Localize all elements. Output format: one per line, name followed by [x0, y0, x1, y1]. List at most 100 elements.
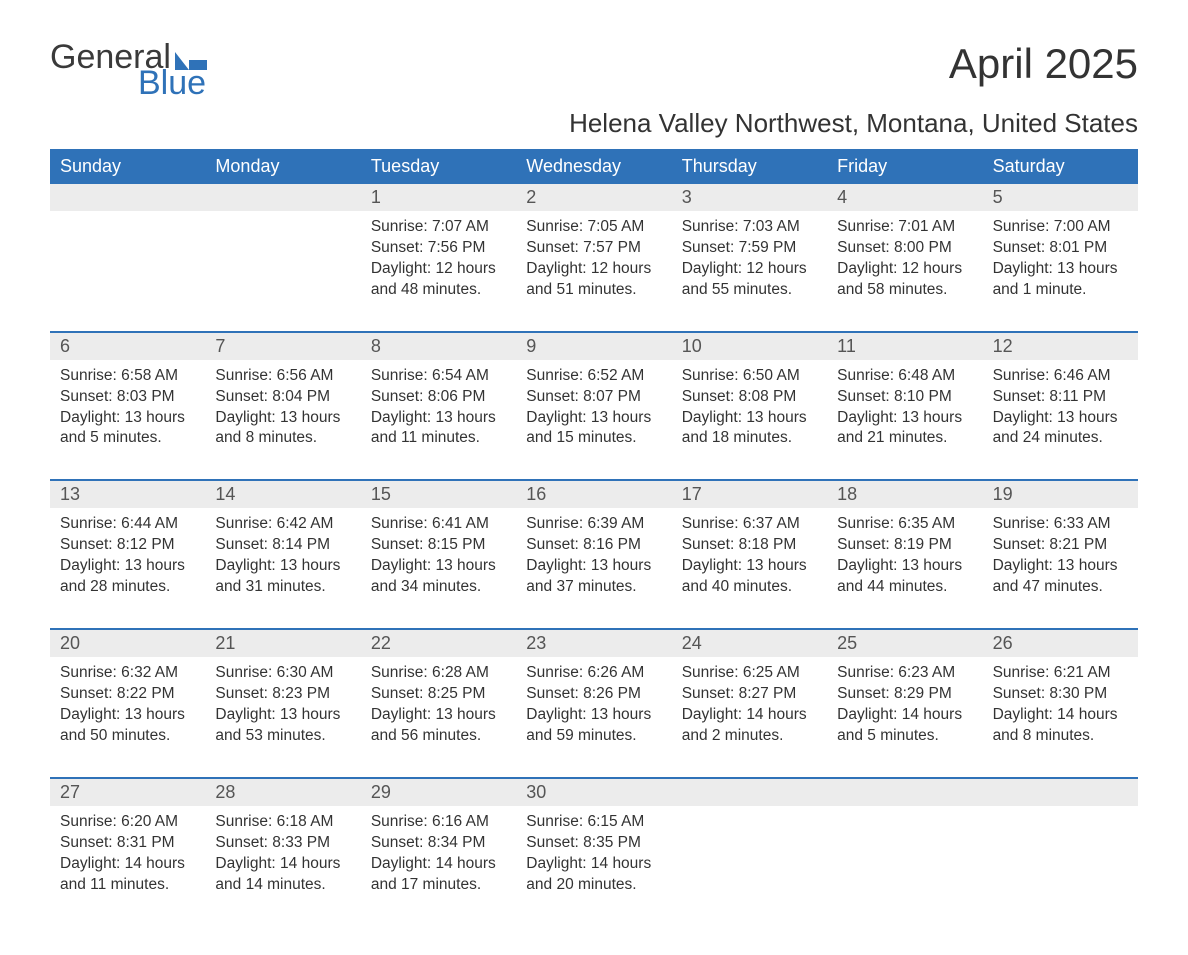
daylight-text: and 8 minutes.: [215, 428, 350, 449]
daylight-text: and 44 minutes.: [837, 577, 972, 598]
sunrise-text: Sunrise: 6:42 AM: [215, 514, 350, 535]
daylight-text: and 55 minutes.: [682, 280, 817, 301]
sunset-text: Sunset: 7:56 PM: [371, 238, 506, 259]
sunrise-text: Sunrise: 7:00 AM: [993, 217, 1128, 238]
sunrise-text: Sunrise: 6:25 AM: [682, 663, 817, 684]
day-cell: Sunrise: 6:28 AMSunset: 8:25 PMDaylight:…: [361, 657, 516, 767]
day-cell: [983, 806, 1138, 916]
day-number: 24: [672, 630, 827, 657]
sunset-text: Sunset: 8:33 PM: [215, 833, 350, 854]
sunrise-text: Sunrise: 6:52 AM: [526, 366, 661, 387]
weekday-header: Tuesday: [361, 149, 516, 184]
daylight-text: Daylight: 12 hours: [371, 259, 506, 280]
day-cell: Sunrise: 6:42 AMSunset: 8:14 PMDaylight:…: [205, 508, 360, 618]
weekday-header-row: SundayMondayTuesdayWednesdayThursdayFrid…: [50, 149, 1138, 184]
sunrise-text: Sunrise: 6:28 AM: [371, 663, 506, 684]
daylight-text: Daylight: 14 hours: [60, 854, 195, 875]
day-cell: Sunrise: 6:50 AMSunset: 8:08 PMDaylight:…: [672, 360, 827, 470]
week-row: 12345Sunrise: 7:07 AMSunset: 7:56 PMDayl…: [50, 184, 1138, 321]
day-cell: Sunrise: 6:52 AMSunset: 8:07 PMDaylight:…: [516, 360, 671, 470]
logo-text-blue: Blue: [138, 66, 207, 100]
day-cell: Sunrise: 6:58 AMSunset: 8:03 PMDaylight:…: [50, 360, 205, 470]
day-cell: Sunrise: 6:37 AMSunset: 8:18 PMDaylight:…: [672, 508, 827, 618]
day-cell: Sunrise: 7:07 AMSunset: 7:56 PMDaylight:…: [361, 211, 516, 321]
day-number: 1: [361, 184, 516, 211]
daylight-text: and 59 minutes.: [526, 726, 661, 747]
day-cell: Sunrise: 6:48 AMSunset: 8:10 PMDaylight:…: [827, 360, 982, 470]
daylight-text: and 53 minutes.: [215, 726, 350, 747]
day-number: 5: [983, 184, 1138, 211]
day-number: [50, 184, 205, 211]
day-number: 13: [50, 481, 205, 508]
sunrise-text: Sunrise: 6:26 AM: [526, 663, 661, 684]
sunrise-text: Sunrise: 6:37 AM: [682, 514, 817, 535]
sunrise-text: Sunrise: 7:03 AM: [682, 217, 817, 238]
day-number: 23: [516, 630, 671, 657]
sunrise-text: Sunrise: 6:56 AM: [215, 366, 350, 387]
sunset-text: Sunset: 8:18 PM: [682, 535, 817, 556]
sunset-text: Sunset: 8:26 PM: [526, 684, 661, 705]
calendar: SundayMondayTuesdayWednesdayThursdayFrid…: [50, 149, 1138, 915]
day-cell: Sunrise: 6:15 AMSunset: 8:35 PMDaylight:…: [516, 806, 671, 916]
page-header: General Blue April 2025: [50, 40, 1138, 100]
day-cell: Sunrise: 6:26 AMSunset: 8:26 PMDaylight:…: [516, 657, 671, 767]
weekday-header: Saturday: [983, 149, 1138, 184]
daylight-text: Daylight: 13 hours: [60, 408, 195, 429]
daylight-text: Daylight: 13 hours: [682, 408, 817, 429]
day-number: 25: [827, 630, 982, 657]
day-number: [983, 779, 1138, 806]
daylight-text: Daylight: 13 hours: [371, 705, 506, 726]
day-number: 11: [827, 333, 982, 360]
day-cell: Sunrise: 6:35 AMSunset: 8:19 PMDaylight:…: [827, 508, 982, 618]
daylight-text: Daylight: 14 hours: [837, 705, 972, 726]
daynum-row: 27282930: [50, 779, 1138, 806]
day-number: 30: [516, 779, 671, 806]
day-number: [827, 779, 982, 806]
sunset-text: Sunset: 8:03 PM: [60, 387, 195, 408]
daylight-text: Daylight: 13 hours: [526, 408, 661, 429]
sunrise-text: Sunrise: 6:48 AM: [837, 366, 972, 387]
daylight-text: Daylight: 13 hours: [215, 556, 350, 577]
sunrise-text: Sunrise: 6:46 AM: [993, 366, 1128, 387]
day-cell: Sunrise: 6:23 AMSunset: 8:29 PMDaylight:…: [827, 657, 982, 767]
daylight-text: and 1 minute.: [993, 280, 1128, 301]
daylight-text: and 20 minutes.: [526, 875, 661, 896]
day-cell: Sunrise: 6:32 AMSunset: 8:22 PMDaylight:…: [50, 657, 205, 767]
daylight-text: Daylight: 14 hours: [682, 705, 817, 726]
sunrise-text: Sunrise: 6:41 AM: [371, 514, 506, 535]
sunset-text: Sunset: 8:16 PM: [526, 535, 661, 556]
sunset-text: Sunset: 7:59 PM: [682, 238, 817, 259]
daylight-text: Daylight: 12 hours: [837, 259, 972, 280]
day-cell: [205, 211, 360, 321]
day-cell: Sunrise: 6:56 AMSunset: 8:04 PMDaylight:…: [205, 360, 360, 470]
day-number: 7: [205, 333, 360, 360]
day-number: 10: [672, 333, 827, 360]
daylight-text: and 28 minutes.: [60, 577, 195, 598]
daylight-text: Daylight: 13 hours: [371, 556, 506, 577]
daylight-text: Daylight: 14 hours: [371, 854, 506, 875]
day-cell: Sunrise: 6:44 AMSunset: 8:12 PMDaylight:…: [50, 508, 205, 618]
day-cell: Sunrise: 7:03 AMSunset: 7:59 PMDaylight:…: [672, 211, 827, 321]
day-number: 15: [361, 481, 516, 508]
daynum-row: 20212223242526: [50, 630, 1138, 657]
sunrise-text: Sunrise: 6:15 AM: [526, 812, 661, 833]
daylight-text: Daylight: 14 hours: [993, 705, 1128, 726]
daynum-row: 6789101112: [50, 333, 1138, 360]
daylight-text: and 8 minutes.: [993, 726, 1128, 747]
daylight-text: and 24 minutes.: [993, 428, 1128, 449]
weekday-header: Sunday: [50, 149, 205, 184]
sunset-text: Sunset: 8:08 PM: [682, 387, 817, 408]
day-number: 19: [983, 481, 1138, 508]
day-number: 2: [516, 184, 671, 211]
day-cell: Sunrise: 6:20 AMSunset: 8:31 PMDaylight:…: [50, 806, 205, 916]
sunrise-text: Sunrise: 6:58 AM: [60, 366, 195, 387]
day-cell: Sunrise: 7:01 AMSunset: 8:00 PMDaylight:…: [827, 211, 982, 321]
daylight-text: Daylight: 12 hours: [526, 259, 661, 280]
sunrise-text: Sunrise: 7:07 AM: [371, 217, 506, 238]
daylight-text: Daylight: 13 hours: [837, 408, 972, 429]
sunset-text: Sunset: 8:34 PM: [371, 833, 506, 854]
sunrise-text: Sunrise: 6:35 AM: [837, 514, 972, 535]
location-subtitle: Helena Valley Northwest, Montana, United…: [50, 108, 1138, 139]
daylight-text: Daylight: 13 hours: [993, 556, 1128, 577]
daylight-text: Daylight: 13 hours: [215, 408, 350, 429]
